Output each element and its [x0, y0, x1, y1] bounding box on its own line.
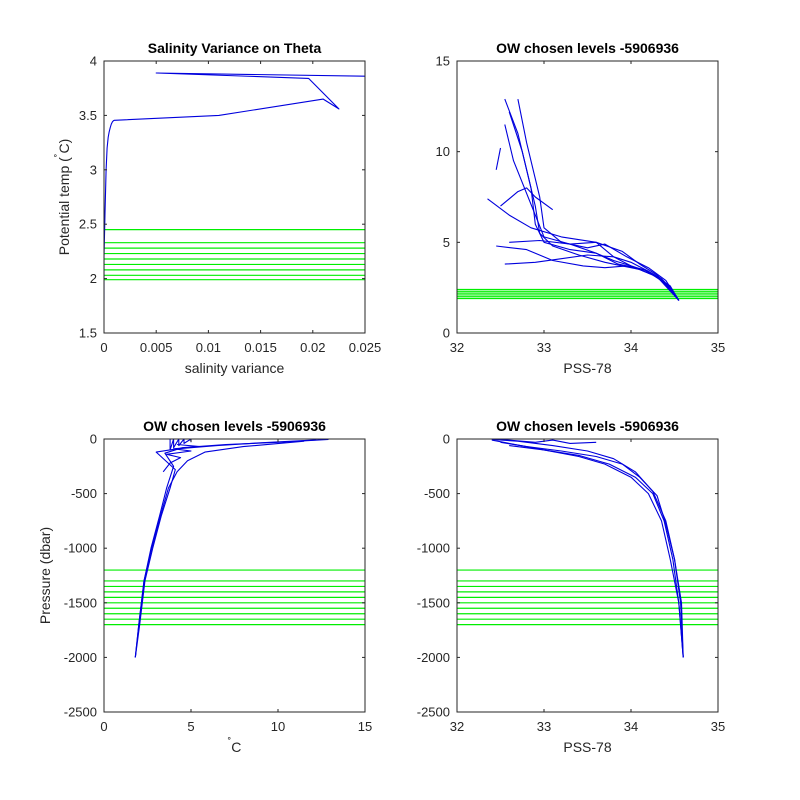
profile-line-5: [500, 439, 597, 444]
y-tick-label: -1000: [64, 541, 97, 556]
profile-line-4: [162, 443, 201, 473]
x-tick-label: 34: [624, 719, 638, 734]
profile-line-2: [134, 439, 317, 658]
y-axis-label: Pressure (dbar): [37, 527, 53, 624]
y-tick-label: -1000: [417, 541, 450, 556]
plot-area: [104, 61, 365, 333]
y-tick-label: -500: [71, 486, 97, 501]
y-axis-label: Potential temp (˚C): [54, 139, 72, 256]
x-tick-label: 0: [100, 340, 107, 355]
y-tick-label: 4: [90, 54, 97, 69]
plot-content: [104, 72, 365, 301]
x-tick-label: 35: [711, 719, 725, 734]
profile-line-6: [487, 198, 680, 301]
x-tick-label: 0.005: [140, 340, 173, 355]
x-tick-label: 0: [100, 719, 107, 734]
y-tick-label: 3: [90, 162, 97, 177]
x-tick-label: 33: [537, 340, 551, 355]
panel-4: 32 33 34 35 -2500 -2000 -1500 -1000 -500 0 OW chos…: [417, 418, 725, 755]
y-tick-label: -2500: [417, 705, 450, 720]
profile-line-3: [517, 98, 680, 301]
x-tick-label: 10: [271, 719, 285, 734]
y-tick-label: 15: [436, 54, 450, 69]
y-tick-label: -2000: [417, 650, 450, 665]
plot-area: [104, 439, 365, 712]
chart-title: OW chosen levels -5906936: [496, 418, 679, 434]
y-tick-label: -500: [424, 486, 450, 501]
profile-line-9: [509, 239, 680, 301]
x-tick-label: 34: [624, 340, 638, 355]
x-tick-label: 32: [450, 719, 464, 734]
plot-content: [457, 439, 718, 658]
axes-box: [456, 438, 719, 713]
plot-area: [457, 439, 718, 712]
y-tick-label: 1.5: [79, 326, 97, 341]
x-tick-label: 32: [450, 340, 464, 355]
x-tick-label: 35: [711, 340, 725, 355]
y-tick-label: 2.5: [79, 217, 97, 232]
panel-3: 0 5 10 15 -2500 -2000 -1500 -1000 -500 0 OW chosen…: [37, 418, 372, 755]
profile-line-10: [500, 187, 554, 211]
x-axis-label: PSS-78: [563, 739, 611, 755]
x-tick-label: 0.01: [196, 340, 221, 355]
x-tick-label: 15: [358, 719, 372, 734]
y-tick-label: -1500: [64, 595, 97, 610]
y-tick-label: 0: [443, 432, 450, 447]
chart-title: OW chosen levels -5906936: [496, 40, 679, 56]
y-tick-label: -2000: [64, 650, 97, 665]
y-tick-label: 5: [443, 235, 450, 250]
x-tick-label: 0.015: [244, 340, 277, 355]
profile-line-3: [509, 445, 684, 658]
x-axis-label: PSS-78: [563, 360, 611, 376]
chart-title: Salinity Variance on Theta: [148, 40, 322, 56]
plot-content: [104, 439, 365, 658]
axes-box: [456, 60, 719, 334]
y-tick-label: 0: [90, 432, 97, 447]
profile-line-4: [491, 439, 684, 658]
plot-content: [457, 98, 718, 301]
x-tick-label: 0.025: [349, 340, 382, 355]
y-tick-label: 2: [90, 271, 97, 286]
x-tick-label: 5: [187, 719, 194, 734]
axes-box: [103, 438, 366, 713]
profile-line-5: [169, 439, 192, 451]
profile-line-3: [134, 440, 305, 658]
profile-line-5: [495, 147, 502, 170]
y-tick-label: 3.5: [79, 108, 97, 123]
panel-1: 0 0.005 0.01 0.015 0.02 0.025 1.5 2 2.5 3 3.5 4 Sali…: [54, 40, 381, 376]
x-axis-label: salinity variance: [185, 360, 285, 376]
x-tick-label: 0.02: [300, 340, 325, 355]
x-axis-label: ˚C: [228, 737, 242, 755]
y-tick-label: 0: [443, 326, 450, 341]
chart-title: OW chosen levels -5906936: [143, 418, 326, 434]
profile-line-1: [104, 72, 365, 301]
plot-area: [457, 61, 718, 333]
x-tick-label: 33: [537, 719, 551, 734]
panel-2: 32 33 34 35 0 5 10 15 OW chosen levels -5906936 P…: [436, 40, 726, 376]
y-tick-label: -1500: [417, 595, 450, 610]
axes-box: [103, 60, 366, 334]
y-tick-label: -2500: [64, 705, 97, 720]
y-tick-label: 10: [436, 144, 450, 159]
